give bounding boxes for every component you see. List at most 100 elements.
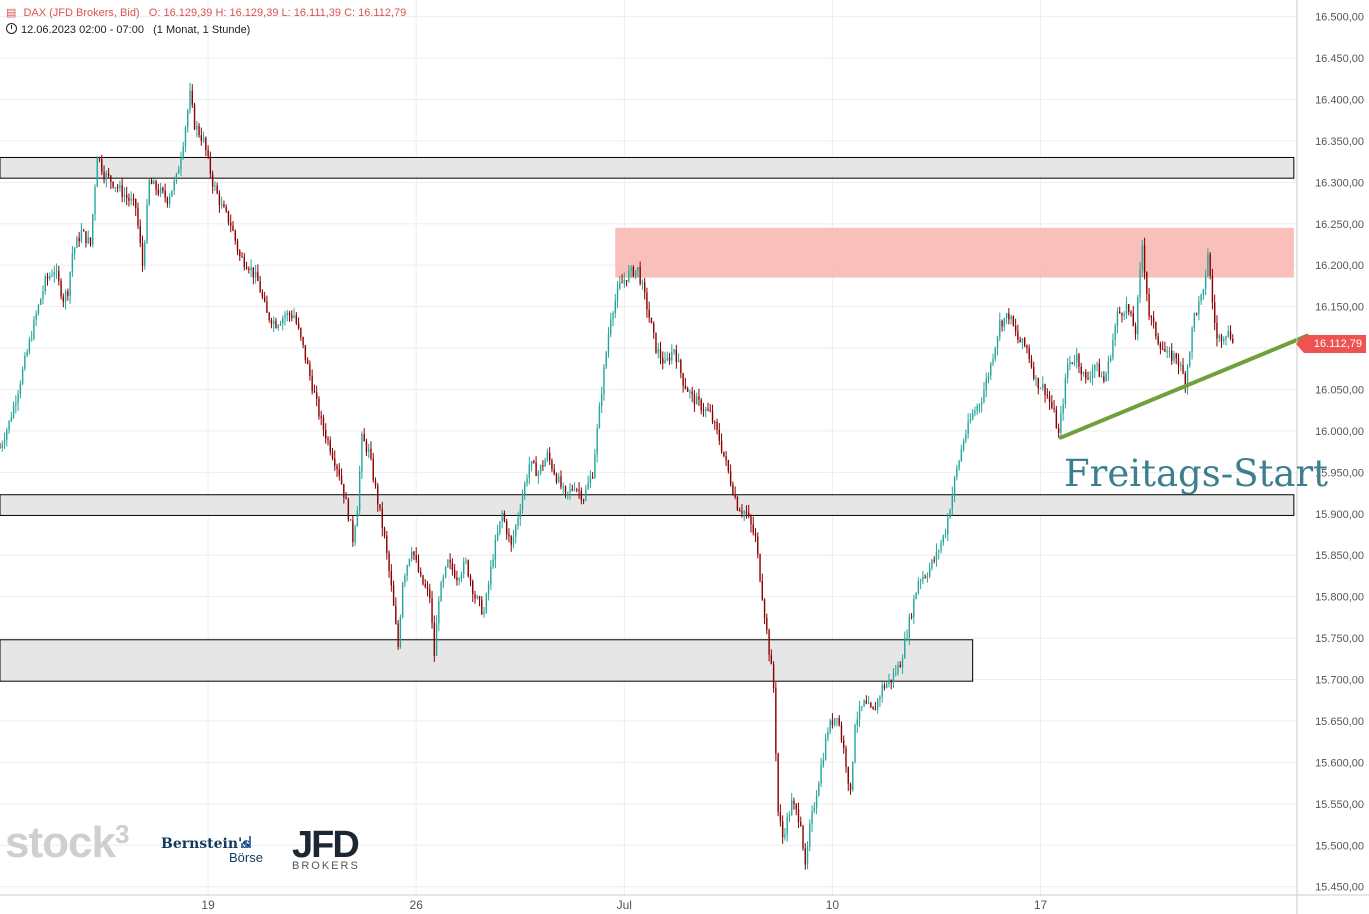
candle-body [338,469,340,476]
candle-body [922,576,924,581]
candle-body [499,521,501,533]
candle-body [150,180,153,185]
y-tick-label: 15.550,00 [1315,799,1364,811]
candle-body [974,410,976,414]
candle-body [874,709,877,711]
candle-body [1107,360,1110,374]
candle-body [62,296,65,302]
bernstein-text: Bernstein's [161,836,251,852]
bernsteins-boerse-logo: Bernstein's Börse [161,836,263,865]
candle-body [193,104,196,130]
candle-body [1005,313,1008,319]
y-tick-label: 16.000,00 [1315,426,1364,438]
candle-body [1114,326,1116,341]
candle-body [811,811,813,824]
candle-body [356,510,359,527]
candle-body [605,352,607,368]
candle-body [1132,313,1134,327]
candle-body [788,815,791,817]
candle-body [114,187,117,189]
candle-body [282,317,284,324]
candle-body [1082,371,1085,375]
candle-type-icon[interactable]: ▤ [6,7,17,19]
candle-body [530,461,533,465]
candle-body [492,559,494,567]
instrument-label: DAX (JFD Brokers, Bid) [23,7,140,19]
candle-body [1109,357,1112,361]
candle-body [322,417,325,430]
candle-body [806,846,809,865]
candle-body [630,267,632,271]
y-tick-label: 16.200,00 [1315,260,1364,272]
candle-body [336,465,338,470]
candle-body [80,230,83,242]
candle-body [838,718,840,725]
candle-body [173,180,175,191]
candle-body [596,428,598,455]
candle-body [241,256,243,258]
candle-body [0,447,1,449]
candle-body [162,187,164,191]
candle-body [1175,353,1177,359]
candle-body [361,434,363,472]
chart-grid [0,0,1297,895]
candle-body [1161,348,1164,350]
candle-body [515,525,517,537]
candle-body [458,578,460,581]
candle-body [700,399,702,411]
candle-body [981,402,983,405]
candle-body [714,421,716,423]
candle-body [220,204,223,206]
candle-body [727,460,730,472]
candle-body [1057,428,1060,433]
candle-body [19,383,22,394]
candle-body [12,405,15,418]
candle-body [691,391,693,395]
candle-body [137,207,139,226]
candle-body [1134,326,1137,335]
candle-body [659,349,662,359]
candle-body [315,392,318,399]
candle-body [822,759,825,766]
candle-body [433,622,436,656]
candle-body [702,410,705,412]
candle-body [218,193,221,206]
candle-body [422,575,424,585]
uptrend-line [1058,333,1309,440]
candle-body [410,551,413,559]
candle-body [189,90,191,111]
candle-body [1008,313,1010,320]
candle-body [904,638,906,659]
candle-body [840,724,843,741]
candle-body [978,404,981,406]
candle-body [55,271,58,273]
candle-body [958,460,960,469]
candle-body [243,257,245,267]
candle-body [772,664,775,689]
candle-body [37,304,40,314]
candle-body [363,434,365,442]
y-tick-label: 15.650,00 [1315,716,1364,728]
candle-body [227,210,230,223]
x-tick-label: 19 [201,898,215,912]
candle-body [734,494,736,497]
candle-body [381,508,383,529]
candle-body [1148,293,1150,317]
candle-body [177,168,180,174]
candle-body [505,521,508,535]
candle-body [1186,366,1189,387]
candle-body [26,351,28,356]
candle-body [892,673,895,683]
candle-body [444,566,447,577]
candle-body [1152,317,1155,323]
candle-body [985,378,987,391]
bar-icon [241,836,251,848]
candle-body [103,171,105,180]
candle-body [1155,322,1157,337]
candle-body [205,137,207,151]
candle-body [899,664,901,668]
y-tick-label: 15.500,00 [1315,840,1364,852]
candle-body [616,288,619,301]
y-tick-label: 16.500,00 [1315,12,1364,24]
